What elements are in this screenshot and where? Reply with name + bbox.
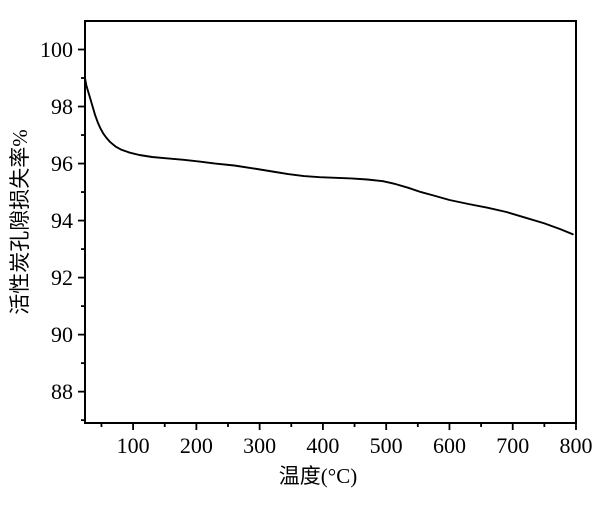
x-tick-label: 100: [117, 433, 150, 458]
x-axis-label: 温度(°C): [279, 464, 357, 488]
x-tick-label: 300: [243, 433, 276, 458]
y-tick-label: 90: [51, 322, 73, 347]
axis-tick-labels: 100 200 300 400 500 600 700 800 88 90 92 94 96 98 100: [40, 37, 593, 458]
x-tick-label: 200: [180, 433, 213, 458]
y-tick-label: 100: [40, 37, 73, 62]
y-tick-label: 96: [51, 151, 73, 176]
x-tick-label: 600: [433, 433, 466, 458]
x-tick-label: 500: [370, 433, 403, 458]
x-tick-label: 400: [306, 433, 339, 458]
y-tick-label: 98: [51, 94, 73, 119]
y-tick-label: 94: [51, 208, 73, 233]
x-tick-label: 700: [496, 433, 529, 458]
axis-ticks: [78, 48, 577, 430]
y-tick-label: 92: [51, 265, 73, 290]
data-series-line: [84, 77, 574, 236]
y-axis-label: 活性炭孔隙损失率%: [8, 129, 32, 315]
y-tick-label: 88: [51, 379, 73, 404]
plot-border: [84, 20, 577, 424]
x-tick-label: 800: [560, 433, 593, 458]
